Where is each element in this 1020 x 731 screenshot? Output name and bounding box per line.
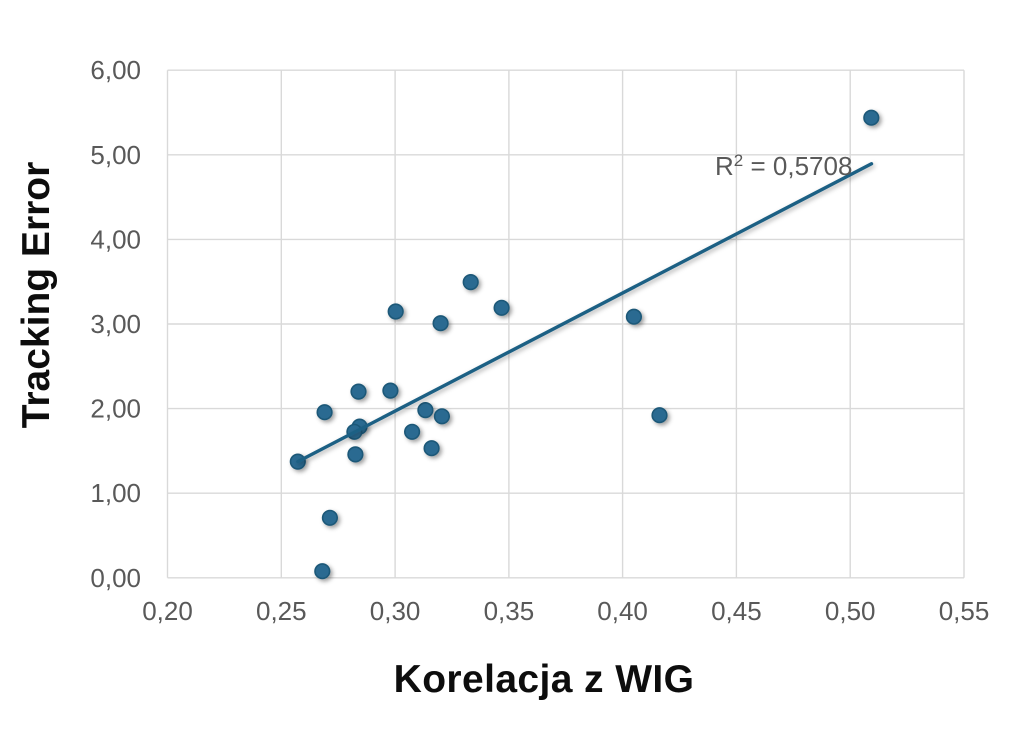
svg-text:0,00: 0,00 bbox=[90, 563, 141, 593]
svg-text:3,00: 3,00 bbox=[90, 309, 141, 339]
svg-text:5,00: 5,00 bbox=[90, 140, 141, 170]
svg-text:0,25: 0,25 bbox=[256, 596, 307, 626]
svg-text:2,00: 2,00 bbox=[90, 394, 141, 424]
svg-text:0,30: 0,30 bbox=[370, 596, 421, 626]
svg-text:0,20: 0,20 bbox=[142, 596, 193, 626]
svg-text:0,55: 0,55 bbox=[939, 596, 990, 626]
svg-text:Tracking Error: Tracking Error bbox=[15, 162, 58, 429]
svg-text:0,45: 0,45 bbox=[711, 596, 762, 626]
svg-text:0,40: 0,40 bbox=[597, 596, 648, 626]
svg-text:6,00: 6,00 bbox=[90, 55, 141, 85]
svg-text:Korelacja z WIG: Korelacja z WIG bbox=[394, 658, 695, 701]
svg-text:0,50: 0,50 bbox=[825, 596, 876, 626]
svg-text:1,00: 1,00 bbox=[90, 478, 141, 508]
svg-text:4,00: 4,00 bbox=[90, 224, 141, 254]
svg-text:0,35: 0,35 bbox=[484, 596, 535, 626]
